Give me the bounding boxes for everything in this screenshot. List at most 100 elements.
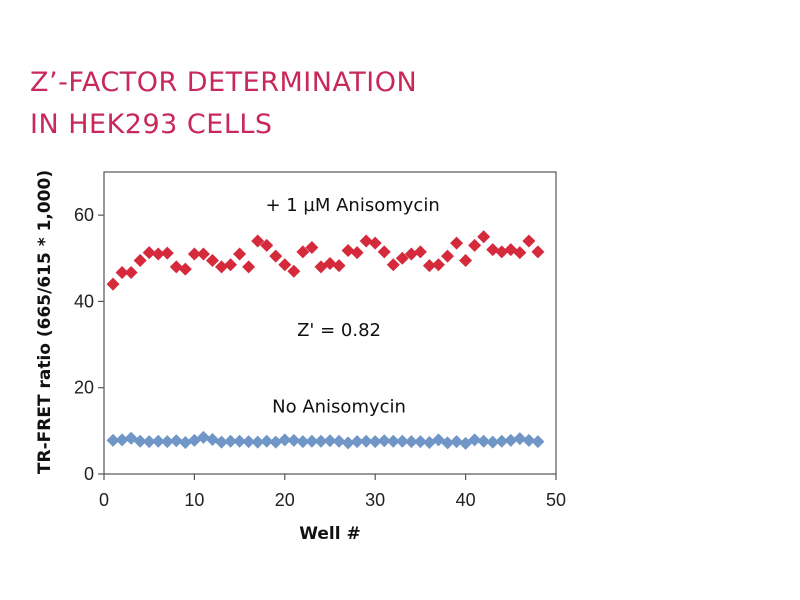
data-point [215,260,229,274]
data-point [151,434,165,448]
data-point [441,249,455,263]
annotation-label: Z' = 0.82 [297,320,381,341]
x-tick-label: 50 [546,490,566,510]
data-point [395,251,409,265]
annotations: + 1 µM Anisomycin Z' = 0.82 No Anisomycin [265,195,439,417]
data-point [450,236,464,250]
y-tick-label: 0 [84,464,94,484]
y-axis-label: TR-FRET ratio (665/615 * 1,000) [35,170,55,474]
y-tick-label: 60 [74,205,94,225]
x-tick-label: 0 [99,490,109,510]
x-tick-label: 10 [184,490,204,510]
data-point [196,430,210,444]
x-tick-label: 20 [275,490,295,510]
data-point [251,234,265,248]
data-point [278,258,292,272]
data-point [233,434,247,448]
data-point [296,435,310,449]
data-point [522,234,536,248]
data-point [332,434,346,448]
data-point [187,247,201,261]
data-point [296,245,310,259]
data-point [151,247,165,261]
data-point [242,260,256,274]
data-point [477,434,491,448]
data-point [431,258,445,272]
data-point [341,244,355,258]
data-point [196,247,210,261]
data-point [178,262,192,276]
data-point [142,246,156,260]
data-point [350,246,364,260]
data-point [251,435,265,449]
data-point [368,236,382,250]
data-point [205,253,219,267]
data-point [513,246,527,260]
data-point [531,245,545,259]
data-point [450,435,464,449]
data-point [169,434,183,448]
data-point [224,258,238,272]
annotation-label: + 1 µM Anisomycin [265,195,439,216]
title-line-2: IN HEK293 CELLS [30,109,273,140]
data-point [260,434,274,448]
data-point [413,435,427,449]
data-point [124,266,138,280]
data-point [287,433,301,447]
data-point [495,434,509,448]
data-point [224,434,238,448]
data-point [404,247,418,261]
data-point [323,256,337,270]
data-point [323,434,337,448]
data-point [504,433,518,447]
data-point [386,258,400,272]
data-point [133,253,147,267]
annotation-label: No Anisomycin [272,396,406,417]
data-point [106,433,120,447]
x-axis-label: Well # [299,524,361,544]
data-point [468,433,482,447]
series-1 [106,430,545,450]
data-point [531,435,545,449]
data-point [404,435,418,449]
data-point [278,433,292,447]
data-point [269,249,283,263]
y-tick-label: 40 [74,291,94,311]
data-point [395,434,409,448]
y-tick-label: 20 [74,378,94,398]
data-point [169,260,183,274]
x-axis: 0 10 20 30 40 50 [99,474,566,510]
data-point [441,436,455,450]
data-point [314,434,328,448]
data-point [215,435,229,449]
data-point [133,434,147,448]
data-point [522,433,536,447]
data-point [468,238,482,252]
data-point [305,241,319,254]
data-point [260,238,274,252]
data-point [106,277,120,291]
data-point [332,259,346,273]
data-point [477,230,491,244]
data-point [115,266,129,280]
y-axis: 0 20 40 60 [74,205,104,484]
data-point [178,436,192,450]
data-series [106,230,545,450]
data-point [513,432,527,446]
data-point [115,433,129,447]
data-point [495,245,509,259]
data-point [359,434,373,448]
data-point [160,435,174,449]
data-point [486,243,500,257]
data-point [368,435,382,449]
data-point [341,436,355,450]
data-point [486,435,500,449]
data-point [422,259,436,273]
data-point [413,245,427,259]
data-point [305,434,319,448]
plot-frame [103,171,557,475]
data-point [377,245,391,259]
data-point [242,435,256,449]
chart-title: Z’-FACTOR DETERMINATION IN HEK293 CELLS [30,62,417,146]
